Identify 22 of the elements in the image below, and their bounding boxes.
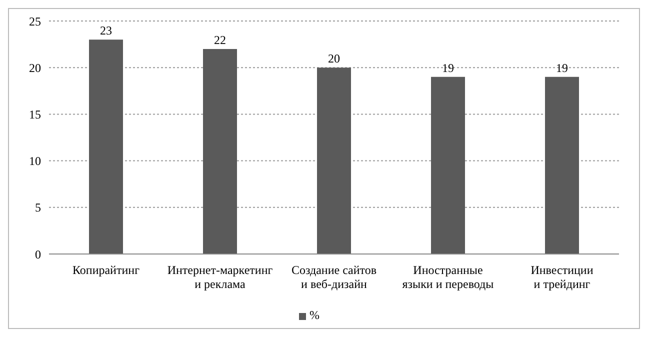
bar (317, 68, 351, 254)
data-label: 23 (100, 24, 112, 38)
y-tick-label: 20 (29, 60, 41, 75)
x-tick-label: Интернет-маркетинг и реклама (167, 263, 273, 291)
x-tick-label: Копирайтинг (72, 263, 140, 277)
y-tick-label: 5 (35, 200, 41, 215)
y-tick-label: 25 (29, 14, 41, 28)
x-tick-label: Создание сайтов и веб-дизайн (291, 263, 377, 291)
bar (545, 76, 579, 254)
y-tick-label: 0 (35, 247, 41, 262)
x-tick-label: Инвестиции и трейдинг (530, 263, 594, 291)
bar (203, 48, 237, 254)
data-label: 22 (214, 32, 226, 47)
data-label: 20 (328, 52, 340, 66)
legend-label: % (310, 308, 320, 322)
bar (89, 40, 123, 254)
x-tick-label: Иностранные языки и переводы (402, 263, 494, 291)
y-tick-label: 10 (29, 154, 41, 168)
y-tick-label: 15 (29, 107, 41, 122)
bar (431, 76, 465, 254)
data-label: 19 (442, 60, 454, 75)
data-label: 19 (556, 60, 568, 75)
